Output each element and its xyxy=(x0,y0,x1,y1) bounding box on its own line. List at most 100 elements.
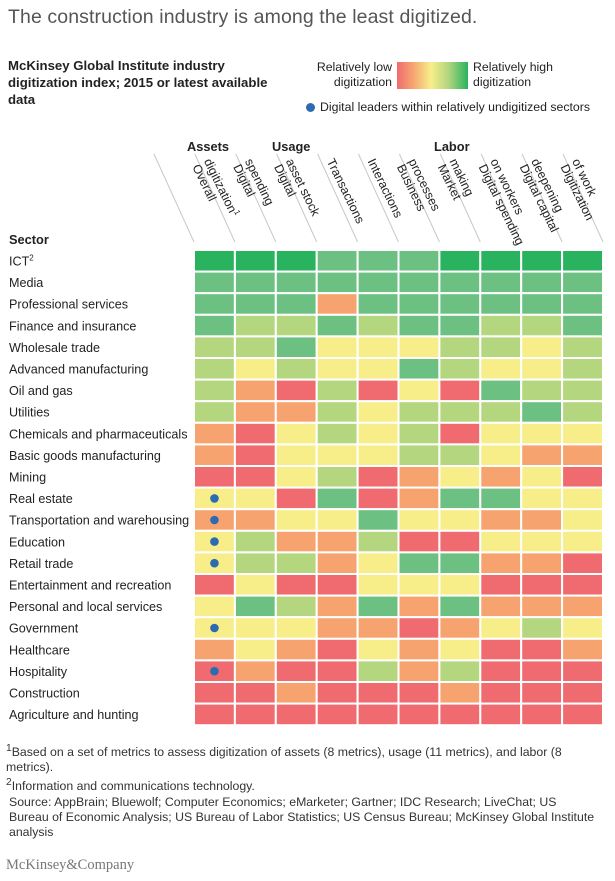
heatmap-cell xyxy=(356,551,400,576)
heatmap-cell xyxy=(233,313,277,338)
heatmap-cell xyxy=(479,551,523,576)
heatmap-cell xyxy=(233,659,277,684)
heatmap-cell xyxy=(520,378,564,403)
heatmap-cell xyxy=(561,400,604,424)
heatmap-cell xyxy=(520,313,564,338)
heatmap-cell xyxy=(356,659,400,684)
heatmap-cell xyxy=(356,616,400,640)
heatmap-cell xyxy=(479,292,523,316)
row-label: Basic goods manufacturing xyxy=(9,449,161,463)
heatmap-cell xyxy=(520,270,564,295)
heatmap-cell xyxy=(520,421,564,446)
heatmap-cell xyxy=(438,659,482,684)
column-separator-line xyxy=(194,153,236,243)
heatmap-cell xyxy=(520,681,564,705)
heatmap-cell xyxy=(561,357,604,381)
heatmap-cell xyxy=(479,421,523,446)
heatmap-cell xyxy=(438,637,482,662)
heatmap-cell xyxy=(315,637,359,662)
heatmap-cell xyxy=(520,551,564,576)
digitization-heatmap: Overalldigitization1DigitalspendingDigit… xyxy=(9,153,604,727)
footnotes: 1Based on a set of metrics to assess dig… xyxy=(6,741,606,794)
column-separator-line xyxy=(480,153,522,243)
heatmap-cell xyxy=(561,508,604,532)
heatmap-cell xyxy=(438,292,482,316)
heatmap-cell xyxy=(356,573,400,597)
column-separator-line xyxy=(153,153,195,243)
heatmap-cell xyxy=(438,508,482,532)
heatmap-cell xyxy=(397,551,441,576)
heatmap-cell xyxy=(356,335,400,359)
heatmap-cell xyxy=(520,573,564,597)
heatmap-cell xyxy=(479,616,523,640)
heatmap-cell xyxy=(520,659,564,684)
heatmap-cell xyxy=(356,529,400,554)
group-label-assets: Assets xyxy=(187,139,229,154)
heatmap-cell xyxy=(193,702,236,727)
heatmap-cell xyxy=(315,465,359,489)
row-label: ICT2 xyxy=(9,254,34,269)
heatmap-cell xyxy=(274,465,318,489)
heatmap-cell xyxy=(315,659,359,684)
heatmap-cell xyxy=(274,573,318,597)
heatmap-cell xyxy=(561,529,604,554)
heatmap-cell xyxy=(438,378,482,403)
heatmap-cell xyxy=(397,249,441,273)
heatmap-cell xyxy=(315,292,359,316)
row-label: Education xyxy=(9,535,65,549)
heatmap-cell xyxy=(438,616,482,640)
heatmap-cell xyxy=(397,573,441,597)
heatmap-cell xyxy=(193,378,236,403)
heatmap-cell xyxy=(315,421,359,446)
heatmap-cell xyxy=(274,702,318,727)
legend-low-label: Relatively low digitization xyxy=(316,60,392,89)
heatmap-cell xyxy=(356,702,400,727)
heatmap-cell xyxy=(397,637,441,662)
heatmap-cell xyxy=(520,249,564,273)
heatmap-cell xyxy=(233,551,277,576)
row-label: Transportation and warehousing xyxy=(9,514,189,528)
heatmap-cell xyxy=(438,400,482,424)
column-separator-line xyxy=(235,153,277,243)
heatmap-cell xyxy=(479,335,523,359)
heatmap-cell xyxy=(438,551,482,576)
column-separator-line xyxy=(439,153,481,243)
heatmap-cell xyxy=(438,465,482,489)
legend-high-label: Relatively high digitization xyxy=(473,60,553,89)
heatmap-cell xyxy=(397,616,441,640)
heatmap-cell xyxy=(438,443,482,467)
heatmap-cell xyxy=(561,702,604,727)
heatmap-cell xyxy=(520,292,564,316)
heatmap-cell xyxy=(315,529,359,554)
footnote-1: 1Based on a set of metrics to assess dig… xyxy=(6,743,562,775)
heatmap-cell xyxy=(233,702,277,727)
heatmap-cell xyxy=(274,357,318,381)
heatmap-cell xyxy=(479,637,523,662)
heatmap-cell xyxy=(274,443,318,467)
heatmap-cell xyxy=(561,594,604,619)
heatmap-cell xyxy=(438,529,482,554)
heatmap-cell xyxy=(397,443,441,467)
row-label: Media xyxy=(9,276,43,290)
heatmap-cell xyxy=(274,270,318,295)
heatmap-cell xyxy=(356,357,400,381)
row-label: Professional services xyxy=(9,298,128,312)
row-label: Hospitality xyxy=(9,665,68,679)
legend-gradient-bar xyxy=(397,62,468,89)
heatmap-cell xyxy=(520,508,564,532)
heatmap-cell xyxy=(274,681,318,705)
heatmap-cell xyxy=(356,465,400,489)
heatmap-cell xyxy=(479,529,523,554)
heatmap-cell xyxy=(193,400,236,424)
heatmap-cell xyxy=(233,681,277,705)
row-label: Utilities xyxy=(9,406,50,420)
heatmap-cell xyxy=(561,313,604,338)
heatmap-cell xyxy=(438,681,482,705)
heatmap-cell xyxy=(315,486,359,511)
heatmap-cell xyxy=(274,659,318,684)
heatmap-cell xyxy=(233,249,277,273)
heatmap-cell xyxy=(193,594,236,619)
heatmap-cell xyxy=(397,400,441,424)
leader-dot-marker xyxy=(210,537,219,546)
